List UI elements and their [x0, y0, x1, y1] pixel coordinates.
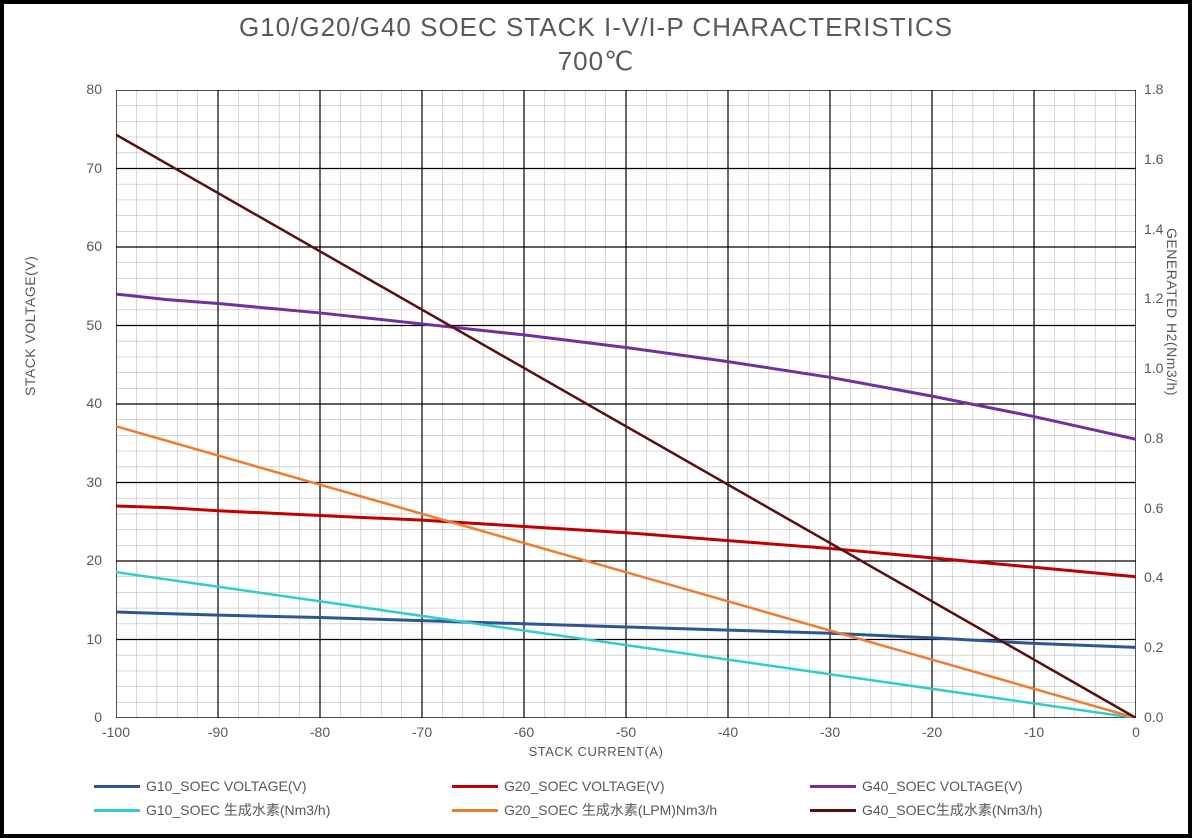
y-right-tick: 1.0 [1144, 360, 1184, 376]
y-right-tick: 0.0 [1144, 709, 1184, 725]
legend-item: G40_SOEC VOLTAGE(V) [810, 778, 1158, 794]
y-left-tick: 30 [62, 474, 102, 490]
y-left-tick: 50 [62, 317, 102, 333]
legend-item: G20_SOEC VOLTAGE(V) [452, 778, 800, 794]
y-left-tick: 0 [62, 709, 102, 725]
x-tick: -90 [193, 724, 243, 740]
x-tick: -20 [907, 724, 957, 740]
legend-item: G40_SOEC生成水素(Nm3/h) [810, 800, 1158, 820]
y-left-tick: 70 [62, 160, 102, 176]
x-tick: -60 [499, 724, 549, 740]
legend-item: G10_SOEC 生成水素(Nm3/h) [94, 800, 442, 820]
chart-title-line1: G10/G20/G40 SOEC STACK I-V/I-P CHARACTER… [4, 12, 1188, 43]
y-right-tick: 1.4 [1144, 221, 1184, 237]
x-tick: -10 [1009, 724, 1059, 740]
legend-label: G20_SOEC 生成水素(LPM)Nm3/h [504, 800, 717, 820]
chart-container: G10/G20/G40 SOEC STACK I-V/I-P CHARACTER… [0, 0, 1192, 838]
y-left-tick: 60 [62, 238, 102, 254]
x-tick: -70 [397, 724, 447, 740]
legend-item: G10_SOEC VOLTAGE(V) [94, 778, 442, 794]
y-right-tick: 0.4 [1144, 569, 1184, 585]
legend-label: G20_SOEC VOLTAGE(V) [504, 778, 665, 794]
y-right-tick: 0.8 [1144, 430, 1184, 446]
legend-label: G10_SOEC 生成水素(Nm3/h) [146, 800, 330, 820]
legend-label: G40_SOEC生成水素(Nm3/h) [862, 800, 1042, 820]
x-tick: -100 [91, 724, 141, 740]
legend-label: G40_SOEC VOLTAGE(V) [862, 778, 1023, 794]
legend-swatch [452, 809, 498, 812]
y-right-tick: 1.2 [1144, 290, 1184, 306]
x-tick: -50 [601, 724, 651, 740]
y-left-tick: 20 [62, 552, 102, 568]
legend-swatch [810, 785, 856, 788]
y-right-tick: 1.8 [1144, 81, 1184, 97]
chart-title-line2: 700℃ [4, 46, 1188, 77]
x-tick: -40 [703, 724, 753, 740]
y-right-tick: 1.6 [1144, 151, 1184, 167]
plot-area [116, 90, 1136, 718]
y-left-tick: 10 [62, 631, 102, 647]
y-left-axis-label: STACK VOLTAGE(V) [22, 256, 38, 396]
legend: G10_SOEC VOLTAGE(V) G20_SOEC VOLTAGE(V) G4… [94, 778, 1158, 820]
y-right-tick: 0.2 [1144, 639, 1184, 655]
legend-swatch [94, 809, 140, 812]
x-tick: -80 [295, 724, 345, 740]
y-left-tick: 80 [62, 81, 102, 97]
x-axis-label: STACK CURRENT(A) [4, 744, 1188, 759]
legend-swatch [94, 785, 140, 788]
y-right-tick: 0.6 [1144, 500, 1184, 516]
x-tick: -30 [805, 724, 855, 740]
x-tick: 0 [1111, 724, 1161, 740]
legend-label: G10_SOEC VOLTAGE(V) [146, 778, 307, 794]
legend-item: G20_SOEC 生成水素(LPM)Nm3/h [452, 800, 800, 820]
legend-swatch [452, 785, 498, 788]
y-left-tick: 40 [62, 395, 102, 411]
legend-swatch [810, 809, 856, 812]
